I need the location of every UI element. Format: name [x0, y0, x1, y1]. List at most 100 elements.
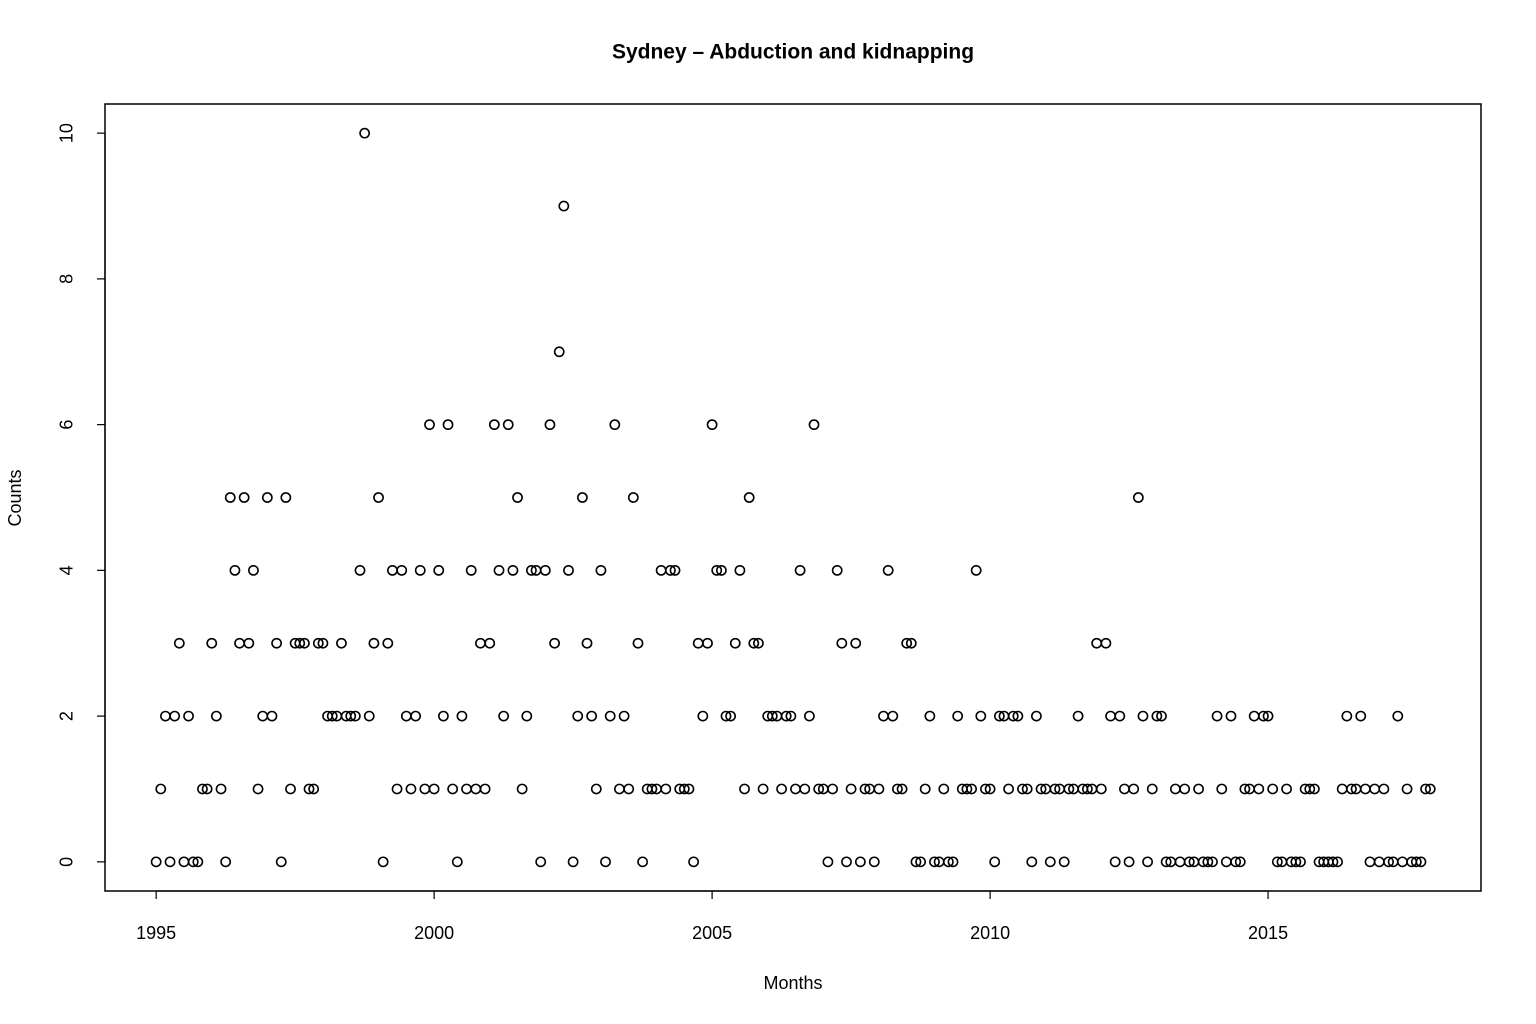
point: [776, 783, 788, 795]
point: [799, 783, 811, 795]
point: [590, 783, 602, 795]
point: [150, 856, 162, 868]
point: [498, 710, 510, 722]
point: [1225, 710, 1237, 722]
point: [433, 564, 445, 576]
point: [660, 783, 672, 795]
point: [1193, 783, 1204, 795]
point: [456, 710, 468, 722]
point: [929, 856, 940, 868]
point: [637, 856, 649, 868]
point: [1123, 856, 1135, 868]
point: [1295, 856, 1306, 868]
point: [577, 492, 588, 503]
point: [975, 710, 987, 722]
point: [1230, 856, 1242, 868]
point: [197, 783, 208, 795]
point: [424, 419, 435, 431]
x-tick-label: 2000: [414, 923, 454, 943]
point: [854, 856, 866, 868]
point: [1035, 783, 1047, 795]
y-axis-label: Counts: [5, 469, 25, 526]
point: [1207, 856, 1218, 868]
point: [173, 637, 185, 649]
y-tick-label: 8: [57, 274, 77, 284]
point: [609, 419, 621, 431]
point: [873, 783, 885, 795]
y-tick-label: 4: [57, 565, 77, 575]
point: [706, 419, 718, 431]
x-tick-label: 2015: [1248, 923, 1288, 943]
point: [1424, 783, 1436, 795]
point: [544, 419, 556, 431]
point: [1346, 783, 1357, 795]
chart-title: Sydney – Abduction and kidnapping: [612, 41, 974, 64]
point: [1183, 856, 1195, 868]
y-tick-label: 0: [57, 857, 77, 867]
point: [243, 637, 255, 649]
point: [294, 637, 306, 649]
point: [942, 856, 954, 868]
point: [1401, 783, 1413, 795]
point: [1137, 710, 1149, 722]
point: [892, 783, 903, 795]
point: [377, 856, 389, 868]
point: [836, 637, 848, 649]
point: [164, 856, 176, 868]
x-tick-label: 2005: [692, 923, 732, 943]
point: [896, 783, 908, 795]
point: [1095, 783, 1107, 795]
point: [952, 710, 964, 722]
point: [1058, 856, 1070, 868]
point: [526, 564, 537, 576]
point: [229, 564, 241, 576]
point: [414, 564, 426, 576]
point: [502, 419, 514, 431]
point: [1151, 710, 1163, 722]
point: [804, 710, 815, 722]
point: [618, 710, 630, 722]
point: [215, 783, 227, 795]
point: [1128, 783, 1140, 795]
y-tick-label: 2: [57, 711, 77, 721]
point: [901, 637, 913, 649]
point: [368, 637, 380, 649]
point: [169, 710, 181, 722]
point: [567, 856, 579, 868]
point: [688, 856, 699, 868]
point: [785, 710, 797, 722]
point: [882, 564, 894, 576]
point: [780, 710, 792, 722]
point: [271, 637, 283, 649]
point: [989, 856, 1001, 868]
point: [479, 783, 491, 795]
point: [748, 637, 760, 649]
point: [275, 856, 287, 868]
point: [868, 856, 880, 868]
point: [484, 637, 496, 649]
point: [447, 783, 459, 795]
point: [715, 564, 727, 576]
point: [1216, 783, 1228, 795]
point: [359, 127, 371, 139]
point: [349, 710, 361, 722]
point: [1355, 710, 1367, 722]
point: [280, 492, 292, 503]
point: [683, 783, 695, 795]
point: [711, 564, 723, 576]
point: [1142, 856, 1153, 868]
point: [1109, 856, 1121, 868]
point: [623, 783, 635, 795]
point: [1072, 710, 1084, 722]
point: [1378, 783, 1390, 795]
y-tick-label: 6: [57, 420, 77, 430]
point: [238, 492, 250, 503]
point: [308, 783, 320, 795]
point: [1290, 856, 1302, 868]
point: [336, 637, 347, 649]
point: [725, 710, 737, 722]
point: [646, 783, 658, 795]
point: [970, 564, 982, 576]
y-tick-label: 10: [57, 123, 77, 143]
